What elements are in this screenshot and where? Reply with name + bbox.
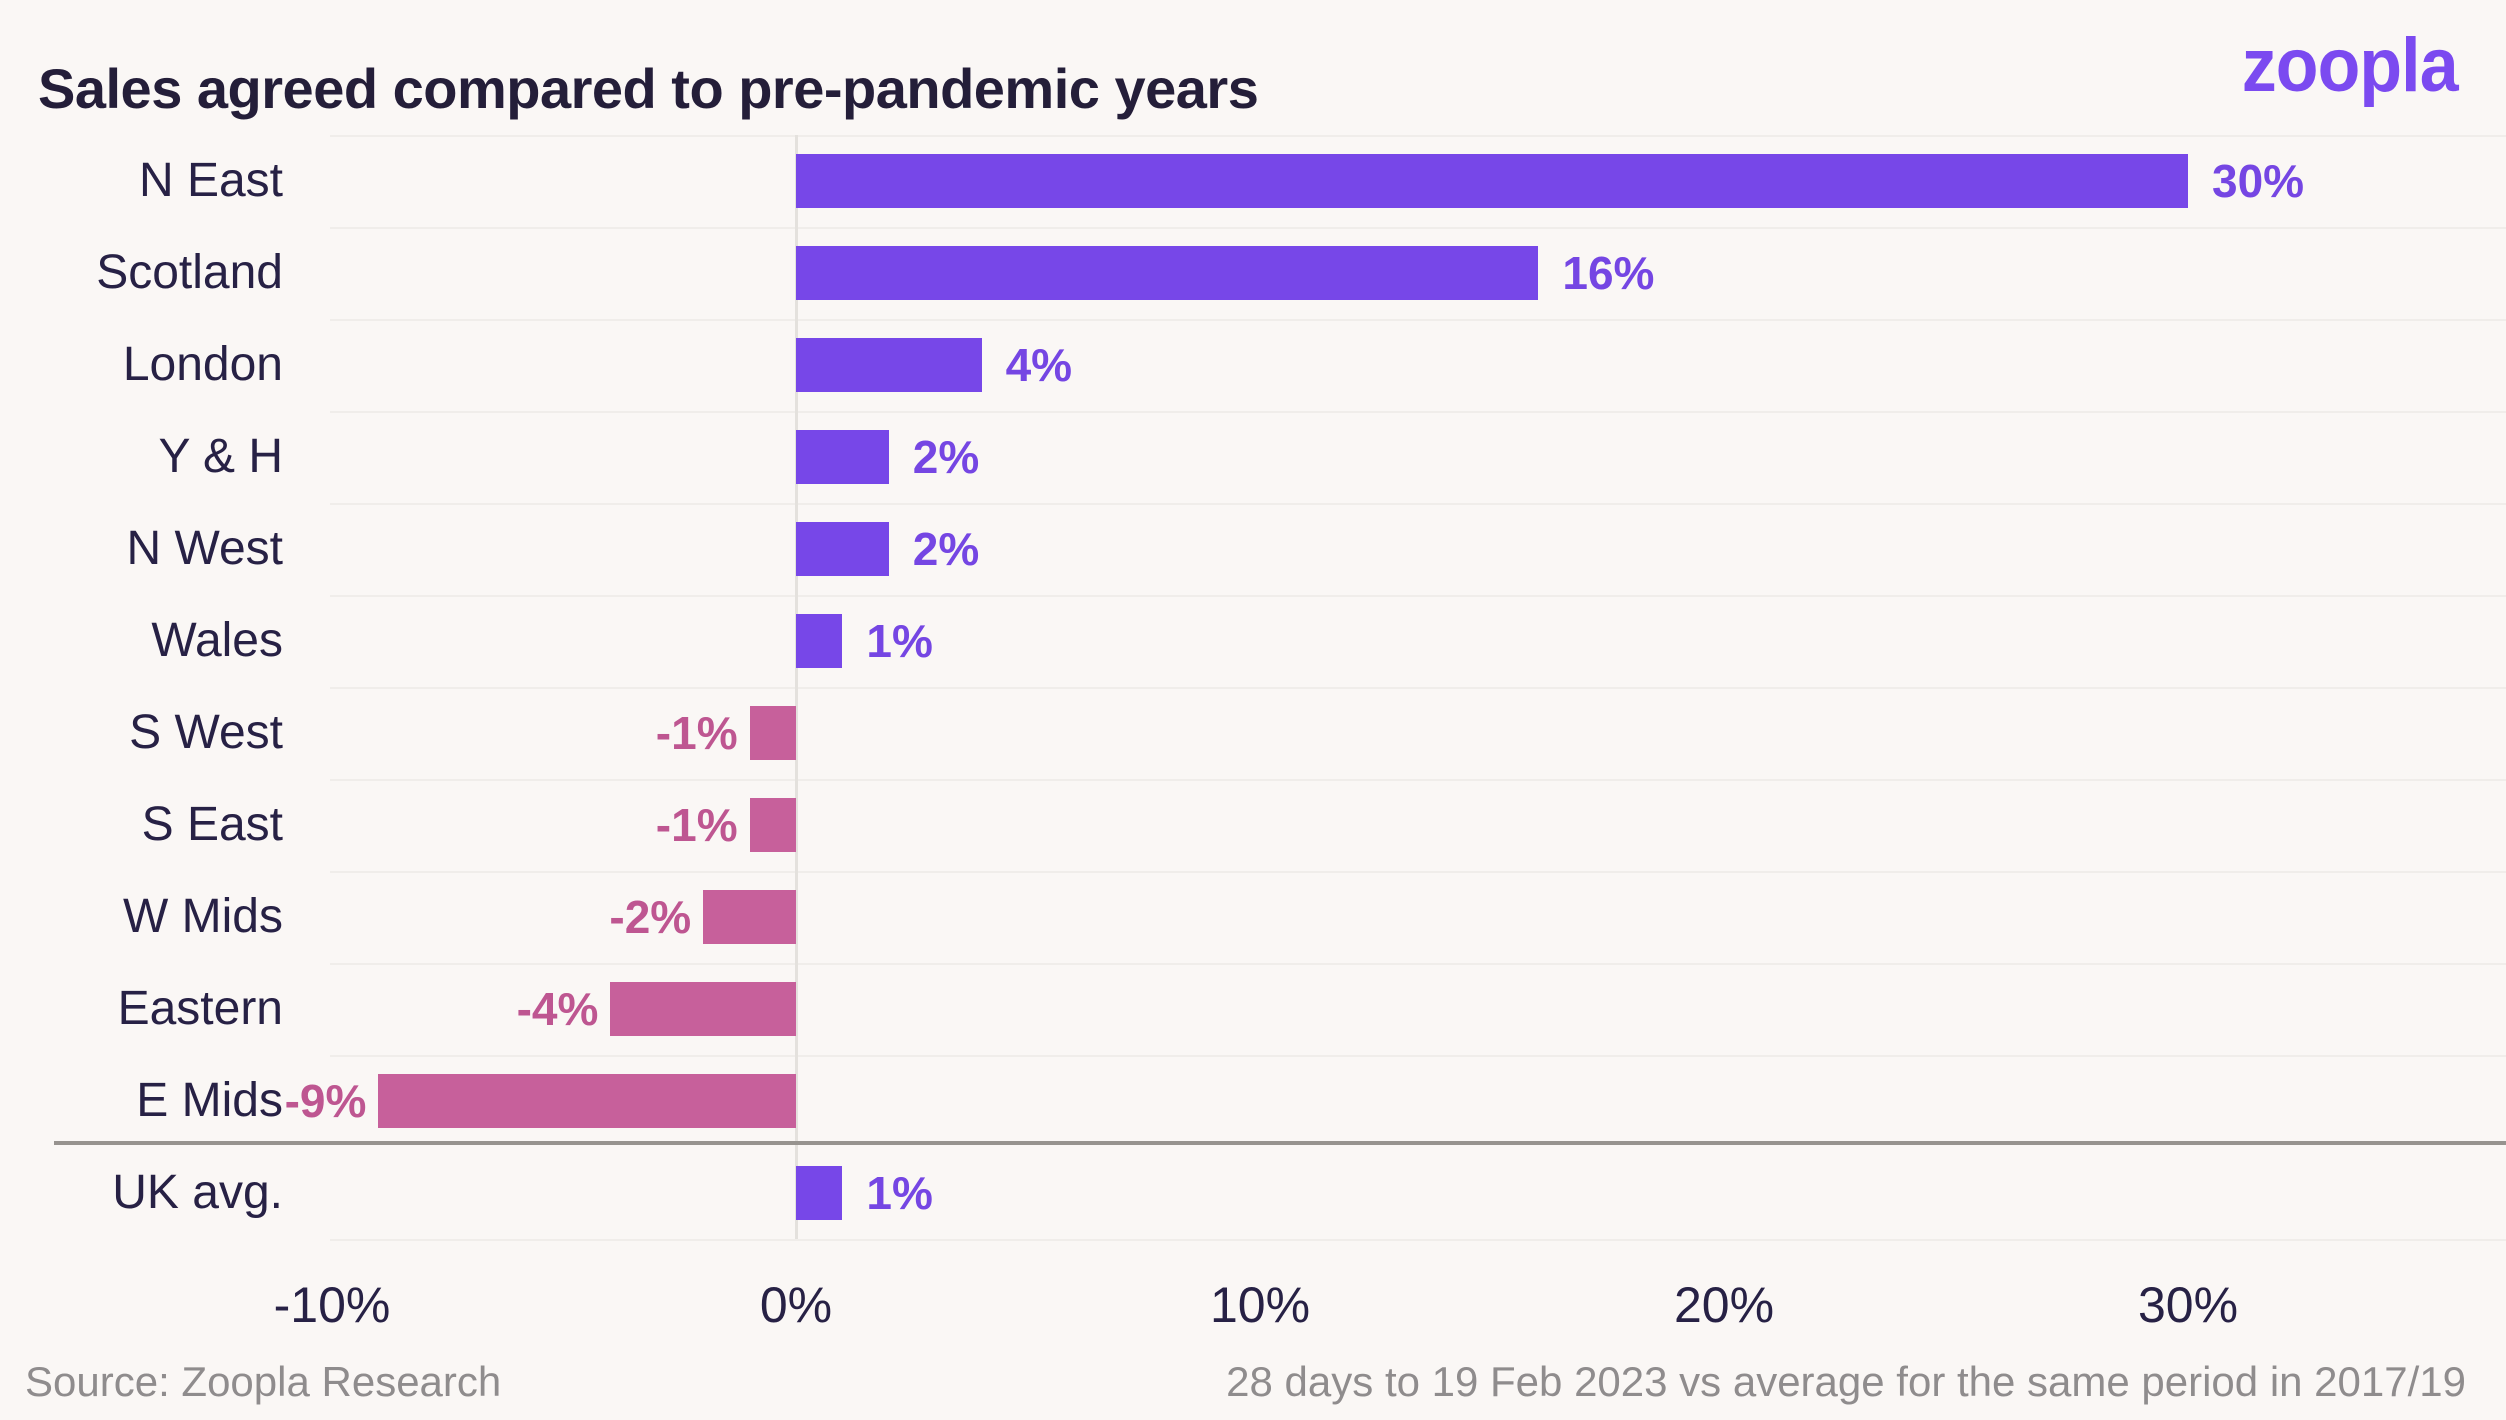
category-label: N West [126,522,283,575]
row-gridline [330,963,2506,965]
category-label: London [122,338,283,391]
bar [796,614,843,668]
value-label: 2% [912,523,980,575]
bar [610,982,796,1036]
category-label: Eastern [117,982,283,1035]
x-axis-tick-label: 10% [1209,1277,1311,1333]
bar [796,430,889,484]
category-label: E Mids [136,1074,283,1127]
category-label: Wales [151,614,283,667]
category-label: Scotland [96,246,283,299]
row-gridline [330,135,2506,137]
x-axis-tick-label: 20% [1673,1277,1775,1333]
bar [796,522,889,576]
x-axis-tick-label: -10% [273,1277,391,1333]
value-label: 2% [912,431,980,483]
row-gridline [330,1055,2506,1057]
bar [796,246,1539,300]
bar [749,798,796,852]
row-gridline [330,227,2506,229]
category-label: S West [129,706,283,759]
category-label: UK avg. [112,1166,283,1219]
value-label: -2% [609,891,692,943]
bar [703,890,796,944]
row-gridline [330,779,2506,781]
bar [796,154,2188,208]
value-label: -1% [655,707,738,759]
zero-gridline [795,135,798,1239]
value-label: 1% [866,615,933,667]
category-label: Y & H [158,430,284,483]
category-label: W Mids [123,890,283,943]
value-label: -9% [284,1075,367,1127]
bar [378,1074,796,1128]
row-gridline [330,503,2506,505]
value-label: -1% [655,799,738,851]
category-label: S East [141,798,283,851]
zoopla-logo: zoopla [2242,23,2459,108]
value-label: 1% [866,1167,933,1219]
row-gridline [330,687,2506,689]
row-gridline [330,319,2506,321]
row-gridline [330,1239,2506,1241]
row-gridline [330,411,2506,413]
page-title: Sales agreed compared to pre-pandemic ye… [38,56,1259,120]
x-axis-tick-label: 30% [2137,1277,2239,1333]
bar [796,1166,843,1220]
value-label: 16% [1562,247,1655,299]
value-label: -4% [516,983,599,1035]
value-label: 30% [2212,155,2305,207]
period-note: 28 days to 19 Feb 2023 vs average for th… [1226,1358,2466,1405]
uk-avg-separator [54,1141,2506,1145]
x-axis-tick-label: 0% [759,1277,833,1333]
bar [749,706,796,760]
row-gridline [330,871,2506,873]
value-label: 4% [1005,339,1073,391]
source-text: Source: Zoopla Research [25,1358,502,1405]
category-label: N East [138,154,283,207]
bar [796,338,982,392]
row-gridline [330,595,2506,597]
